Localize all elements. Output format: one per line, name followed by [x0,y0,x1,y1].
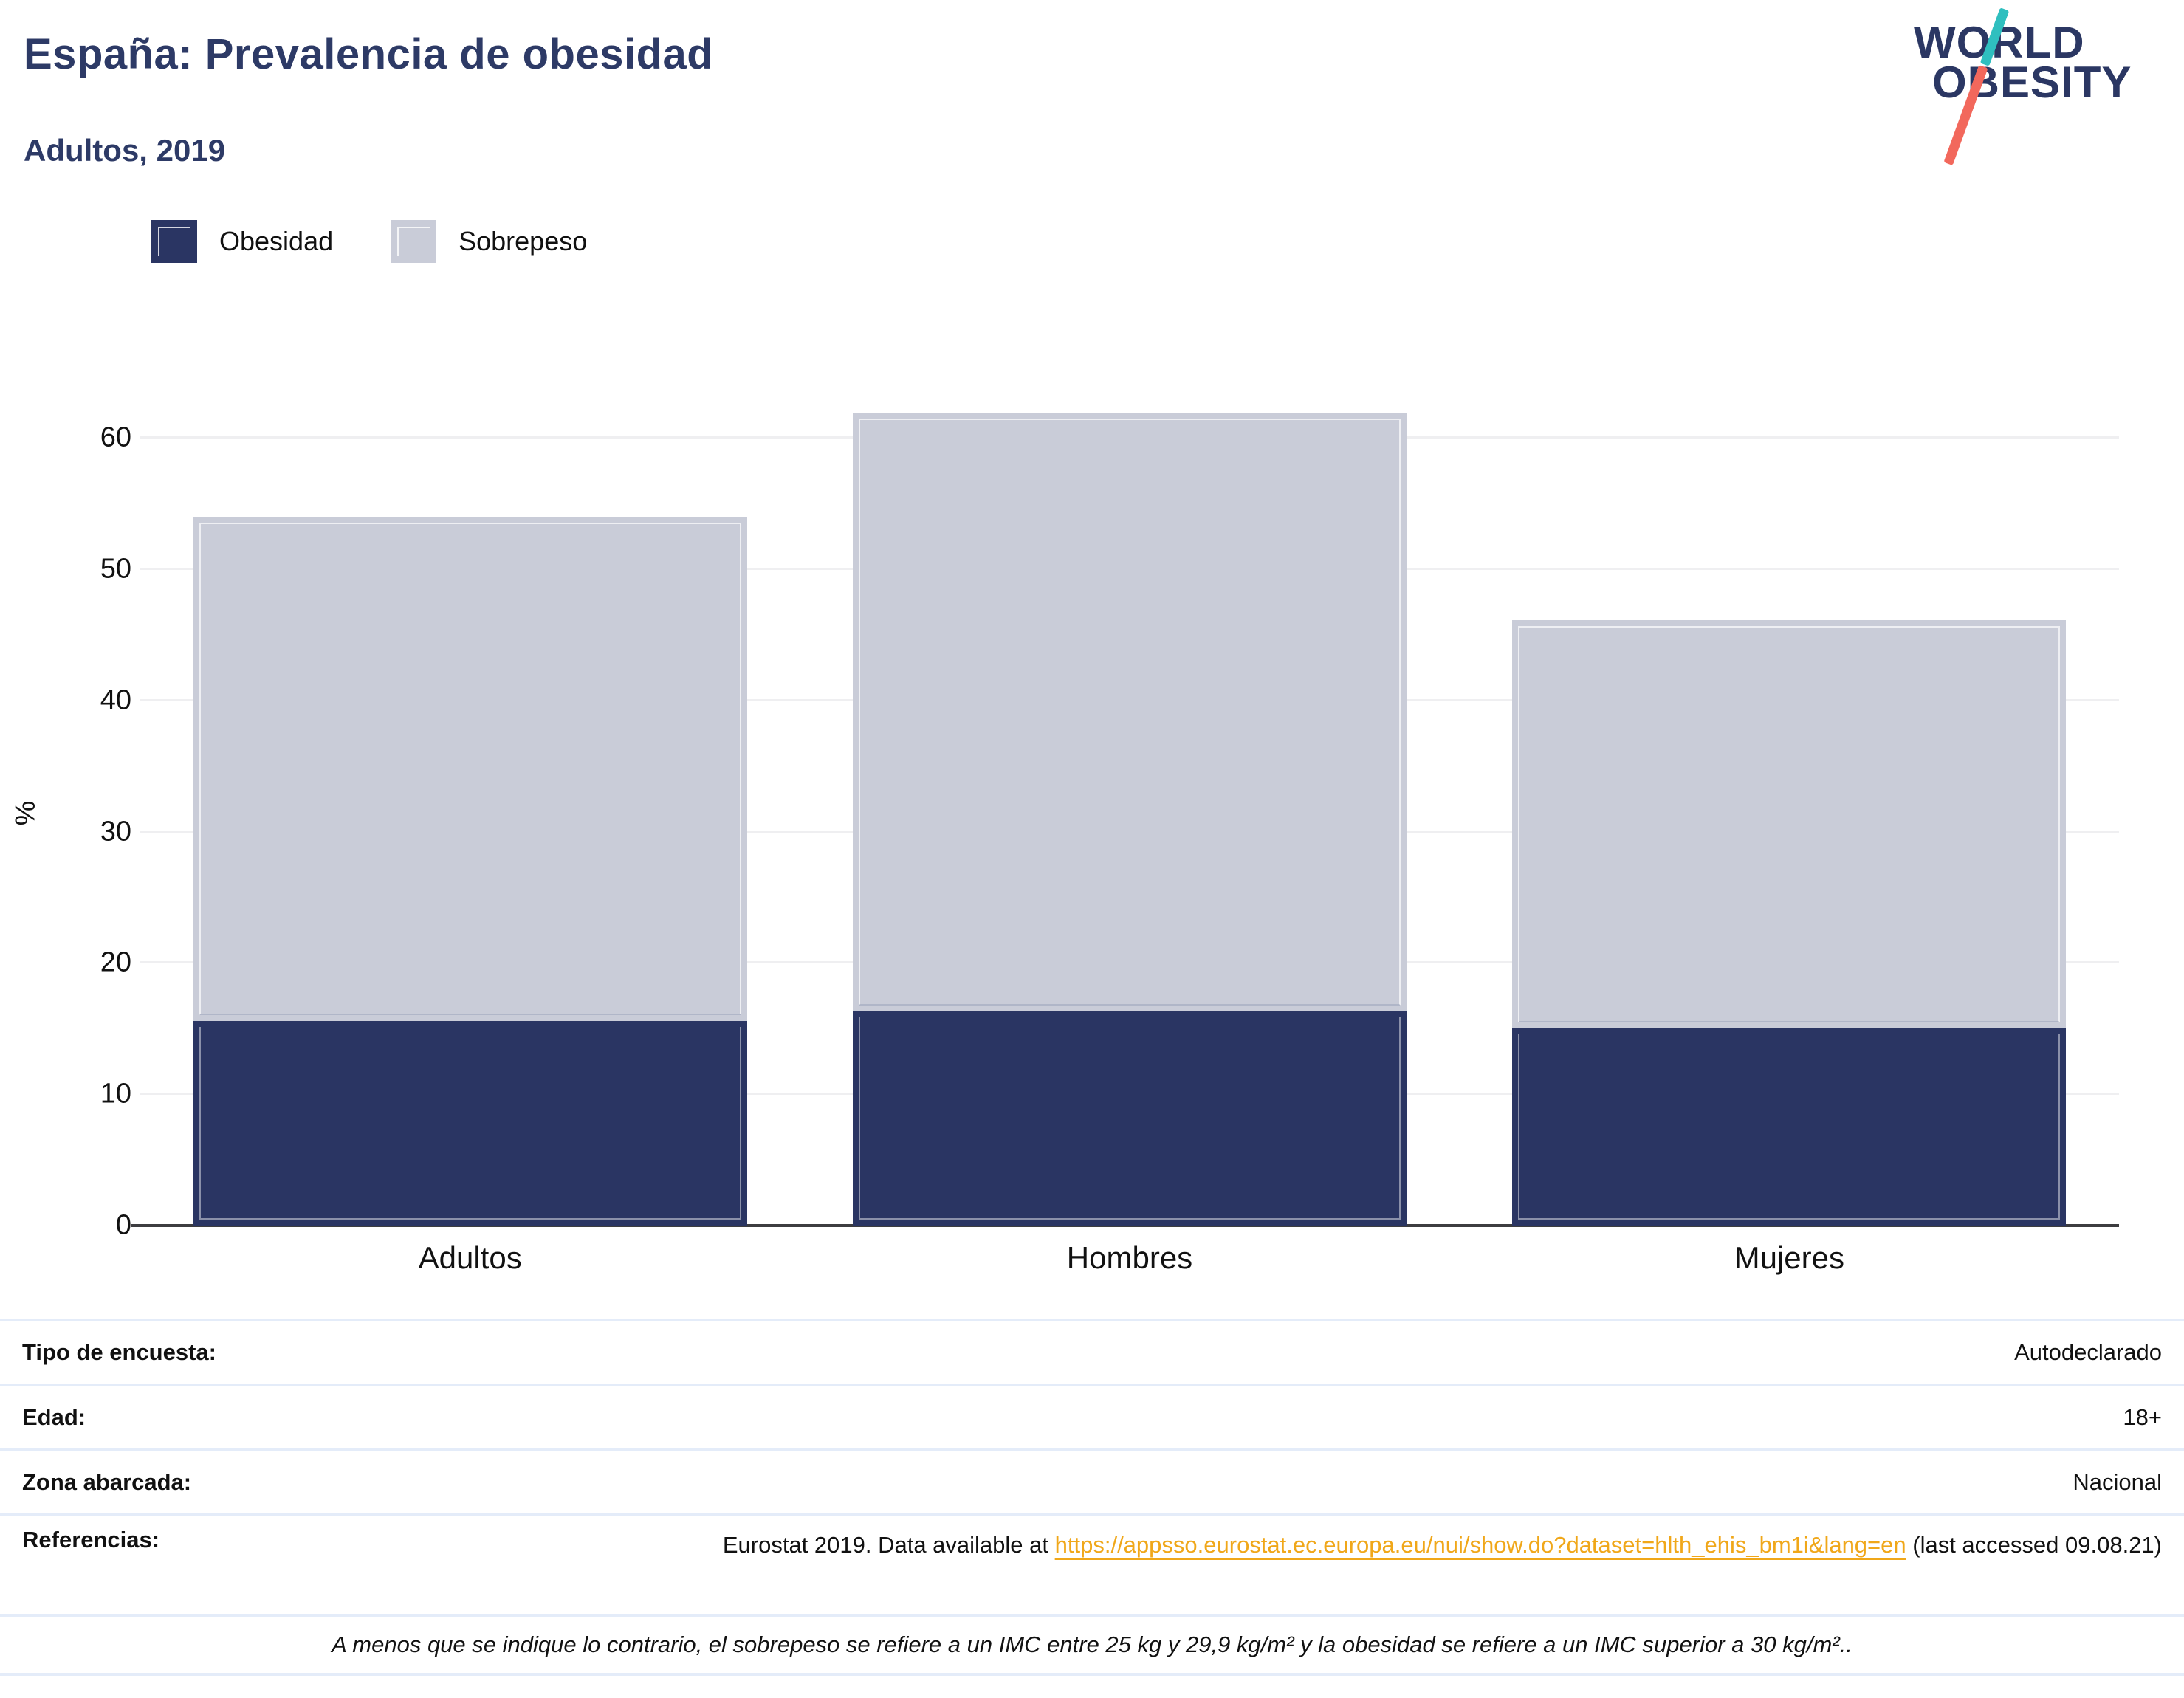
legend-label: Sobrepeso [459,226,588,256]
bar-segment-obesidad-adultos[interactable] [193,1020,747,1226]
bar-segment-obesidad-mujeres[interactable] [1512,1028,2067,1226]
details-row-label: Edad: [22,1404,86,1430]
row-divider [0,1448,2184,1451]
details-row: Tipo de encuesta: Autodeclarado [0,1321,2184,1384]
y-tick-label-20: 20 [100,946,131,978]
bmi-definition-note: A menos que se indique lo contrario, el … [332,1632,1852,1657]
details-row-label: Tipo de encuesta: [22,1339,216,1365]
world-obesity-logo: WORLD OBESITY [1914,7,2157,166]
page-title: España: Prevalencia de obesidad [24,30,714,78]
row-divider [0,1513,2184,1516]
references-link[interactable]: https://appsso.eurostat.ec.europa.eu/nui… [1054,1532,1906,1558]
row-divider [0,1614,2184,1617]
x-axis-label-mujeres: Mujeres [1734,1240,1845,1275]
y-tick-label-0: 0 [115,1209,131,1241]
y-tick-label-60: 60 [100,422,131,453]
x-axis-label-adultos: Adultos [418,1240,522,1275]
legend-label: Obesidad [219,226,334,256]
footnote-row: A menos que se indique lo contrario, el … [0,1617,2184,1673]
details-row-value: Nacional [2073,1469,2162,1495]
bar-adultos [193,402,747,1226]
row-divider [0,1673,2184,1676]
logo-word-obesity: OBESITY [1932,58,2132,107]
page-subtitle: Adultos, 2019 [24,133,226,168]
legend-item-obesidad[interactable]: Obesidad [151,220,333,263]
references-row: Referencias: Eurostat 2019. Data availabl… [0,1516,2184,1614]
details-row-label: Zona abarcada: [22,1469,192,1495]
x-axis-line [131,1224,2119,1227]
bar-segment-sobrepeso-adultos[interactable] [193,516,747,1021]
y-tick-label-10: 10 [100,1078,131,1110]
references-label: Referencias: [22,1527,160,1553]
details-row: Zona abarcada: Nacional [0,1451,2184,1513]
x-axis-label-hombres: Hombres [1066,1240,1193,1275]
details-row-value: 18+ [2123,1404,2162,1430]
y-tick-label-40: 40 [100,684,131,716]
details-table: Tipo de encuesta: Autodeclarado Edad: 18+ Zo… [0,1319,2184,1676]
legend-item-sobrepeso[interactable]: Sobrepeso [391,220,587,263]
details-row-value: Autodeclarado [2014,1339,2162,1365]
y-tick-label-50: 50 [100,553,131,585]
bar-mujeres [1512,402,2067,1226]
bar-segment-sobrepeso-hombres[interactable] [853,413,1407,1012]
references-text: Eurostat 2019. Data available at https:/… [722,1532,2162,1558]
y-tick-label-30: 30 [100,816,131,848]
bar-chart-plot-area: 0 10 20 30 40 50 60 [100,402,2119,1241]
row-divider [0,1384,2184,1386]
row-divider [0,1319,2184,1321]
details-row: Edad: 18+ [0,1386,2184,1448]
legend-swatch-icon [391,220,437,263]
legend-swatch-icon [151,220,197,263]
chart-legend: Obesidad Sobrepeso [151,220,587,263]
bar-hombres [853,402,1407,1226]
bar-segment-obesidad-hombres[interactable] [853,1011,1407,1226]
bar-segment-sobrepeso-mujeres[interactable] [1512,620,2067,1029]
